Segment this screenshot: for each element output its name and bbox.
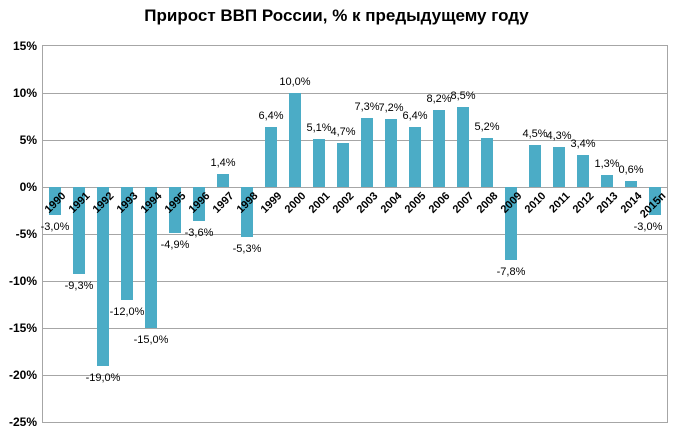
data-label-1996: -3,6% [184, 227, 214, 239]
chart-title: Прирост ВВП России, % к предыдущему году [144, 6, 529, 25]
gridline-10 [43, 93, 667, 94]
bar-1990 [49, 187, 61, 215]
y-axis-tick-label: -15% [8, 321, 37, 335]
bar-2011 [553, 147, 565, 187]
data-label-2002: 4,7% [330, 126, 356, 138]
data-label-2010: 4,5% [522, 128, 548, 140]
bar-2003 [361, 118, 373, 187]
y-axis-tick-label: -20% [8, 368, 37, 382]
bar-1992 [97, 187, 109, 366]
data-label-1994: -15,0% [133, 334, 169, 346]
bar-2010 [529, 145, 541, 187]
bar-2001 [313, 139, 325, 187]
bar-1994 [145, 187, 157, 328]
bar-2002 [337, 143, 349, 187]
data-label-1990: -3,0% [40, 221, 70, 233]
data-label-1995: -4,9% [160, 239, 190, 251]
bar-1993 [121, 187, 133, 300]
data-label-1992: -19,0% [85, 372, 121, 384]
y-axis-tick-label: -10% [8, 274, 37, 288]
bar-2013 [601, 175, 613, 187]
bar-2007 [457, 107, 469, 187]
bar-2000 [289, 93, 301, 187]
data-label-1993: -12,0% [109, 306, 145, 318]
y-axis-tick-label: 15% [12, 39, 37, 53]
bar-1998 [241, 187, 253, 237]
gridline--10 [43, 281, 667, 282]
data-label-2007: 8,5% [450, 90, 476, 102]
data-label-2009: -7,8% [496, 266, 526, 278]
gridline--5 [43, 234, 667, 235]
plot-area [42, 45, 668, 423]
y-axis-tick-label: 5% [19, 133, 37, 147]
bar-2004 [385, 119, 397, 187]
bar-2008 [481, 138, 493, 187]
y-axis-tick-label: -5% [15, 227, 37, 241]
bar-2014 [625, 181, 637, 187]
data-label-2008: 5,2% [474, 121, 500, 133]
data-label-2011: 4,3% [546, 130, 572, 142]
data-label-2004: 7,2% [378, 102, 404, 114]
data-label-2000: 10,0% [279, 76, 311, 88]
bar-2006 [433, 110, 445, 187]
data-label-2005: 6,4% [402, 110, 428, 122]
data-label-1991: -9,3% [64, 280, 94, 292]
data-label-2015п: -3,0% [633, 221, 663, 233]
data-label-2006: 8,2% [426, 93, 452, 105]
y-axis-tick-label: 10% [12, 86, 37, 100]
gridline--20 [43, 375, 667, 376]
bar-2015п [649, 187, 661, 215]
bar-1997 [217, 174, 229, 187]
data-label-2014: 0,6% [618, 164, 644, 176]
gridline--15 [43, 328, 667, 329]
data-label-2013: 1,3% [594, 158, 620, 170]
bar-1999 [265, 127, 277, 187]
data-label-2003: 7,3% [354, 101, 380, 113]
data-label-1998: -5,3% [232, 243, 262, 255]
gridline-5 [43, 140, 667, 141]
bar-1991 [73, 187, 85, 274]
data-label-1999: 6,4% [258, 110, 284, 122]
y-axis-tick-label: 0% [19, 180, 37, 194]
gridline-0 [43, 187, 667, 188]
bar-2005 [409, 127, 421, 187]
bar-1996 [193, 187, 205, 221]
data-label-2012: 3,4% [570, 138, 596, 150]
bar-2009 [505, 187, 517, 260]
data-label-2001: 5,1% [306, 122, 332, 134]
y-axis-tick-label: -25% [8, 415, 37, 429]
bar-2012 [577, 155, 589, 187]
bar-1995 [169, 187, 181, 233]
data-label-1997: 1,4% [210, 157, 236, 169]
